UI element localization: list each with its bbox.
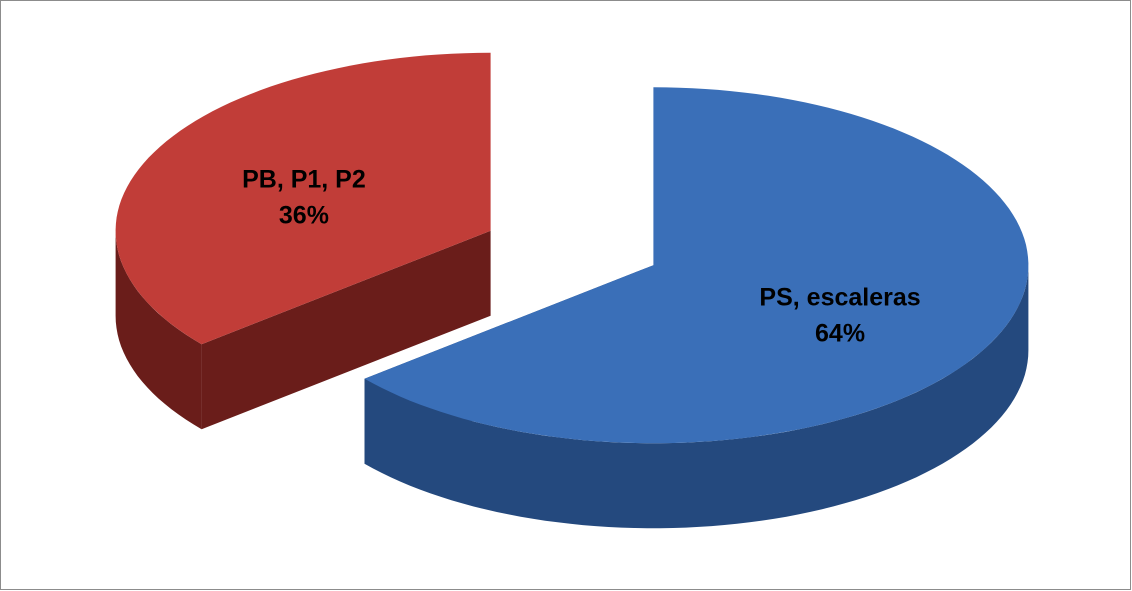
slice-top — [364, 87, 1029, 444]
slice-radial-face — [201, 230, 491, 430]
slice-side — [115, 230, 202, 430]
labels: PB, P1, P2 36% PS, escaleras 64% — [242, 166, 921, 348]
slice-top — [115, 52, 491, 345]
data-label-category: PB, P1, P2 — [242, 166, 366, 194]
slice — [115, 52, 491, 430]
data-label-value: 64% — [815, 320, 865, 348]
data-label-category: PS, escaleras — [759, 284, 920, 312]
slices — [115, 52, 1029, 529]
slice-side — [364, 265, 1029, 529]
slice — [364, 87, 1029, 529]
data-label-value: 36% — [279, 202, 329, 230]
